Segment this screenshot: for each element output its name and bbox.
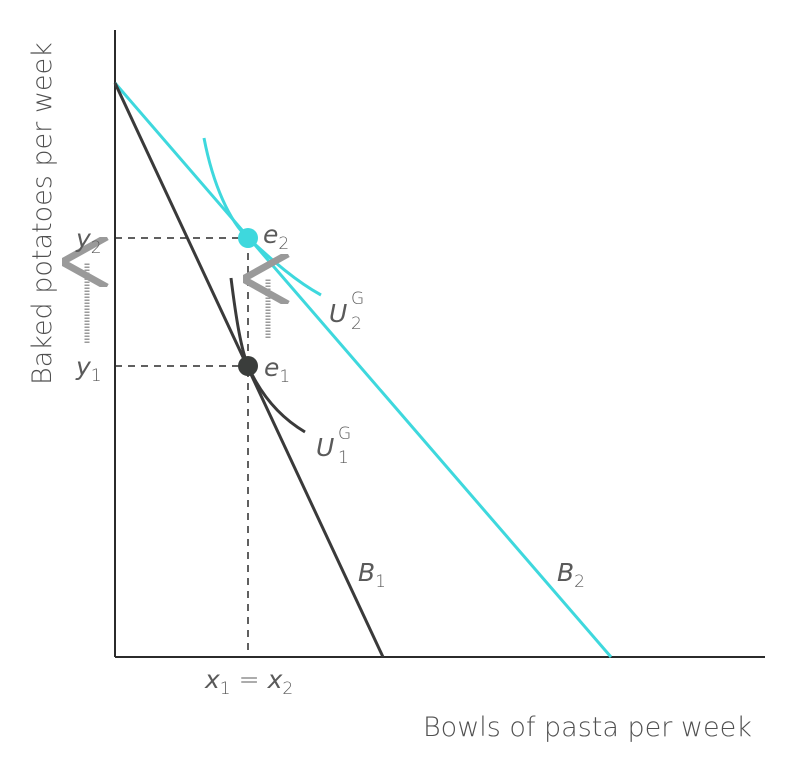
tick-label-y2: y2	[75, 224, 102, 258]
indifference-curve-u2	[202, 137, 322, 297]
tick-label-x1-x2: x1 = x2	[204, 665, 293, 699]
label-e1: e1	[264, 353, 290, 387]
budget-line-b2	[113, 82, 613, 658]
label-u1-sup: G	[338, 424, 351, 444]
label-u2-sub: 2	[351, 314, 362, 334]
label-b1: B1	[358, 558, 386, 592]
label-b2: B2	[557, 558, 585, 592]
point-e2	[238, 228, 258, 248]
x-axis-title: Bowls of pasta per week	[423, 712, 752, 743]
point-e1	[238, 356, 258, 376]
label-u1-sub: 1	[338, 448, 349, 468]
label-u2-sup: G	[351, 289, 364, 309]
label-u2: U	[329, 299, 347, 328]
tick-label-y1: y1	[75, 352, 102, 386]
y-axis-title: Baked potatoes per week	[27, 42, 58, 385]
label-e2: e2	[263, 220, 289, 254]
label-u1: U	[316, 433, 334, 462]
